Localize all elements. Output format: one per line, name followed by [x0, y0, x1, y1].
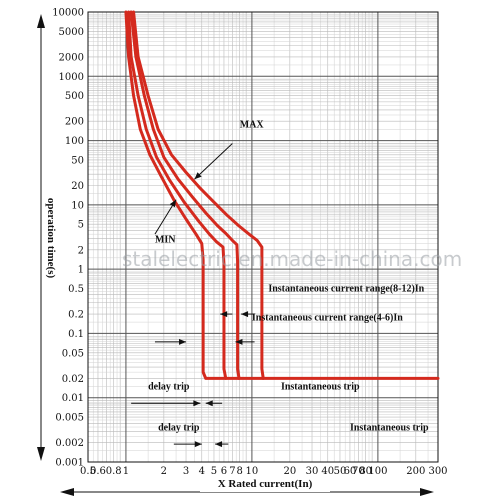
y-tick-label: 500 — [65, 91, 84, 102]
x-tick-label: 0.6 — [90, 466, 106, 477]
arrow-group — [131, 143, 255, 448]
x-tick-label: 3 — [183, 466, 189, 477]
y-tick-label: 0.2 — [68, 310, 84, 321]
pointer-arrow — [215, 441, 229, 448]
trip-curve-4 — [132, 10, 265, 380]
y-tick-label: 1 — [78, 265, 84, 276]
x-tick-label: 7 — [229, 466, 235, 477]
pointer-arrow — [220, 311, 233, 318]
pointer-arrow — [173, 441, 202, 448]
pointer-arrow — [235, 338, 255, 345]
pointer-arrow — [154, 338, 187, 345]
pointer-arrow — [241, 311, 255, 318]
y-tick-label: 10000 — [52, 8, 84, 19]
trip-curve-2 — [127, 10, 228, 380]
annotation-label: MAX — [240, 119, 265, 130]
y-tick-label: 200 — [65, 117, 84, 128]
x-tick-label: 6 — [221, 466, 227, 477]
trip-curve-1 — [124, 10, 440, 380]
plot-frame — [87, 11, 439, 463]
y-tick-label: 5000 — [59, 27, 84, 38]
y-tick-label: 0.001 — [55, 458, 84, 469]
annotation-label: Instantaneous current range(4-6)In — [252, 312, 403, 323]
series-group — [124, 10, 440, 380]
annotation-group: MAX MIN Instantaneous current range(8-12)I… — [148, 119, 429, 433]
y-tick-label: 5 — [78, 220, 84, 231]
pointer-arrow — [131, 400, 201, 407]
x-axis-label-bg — [200, 476, 330, 492]
y-tick-label: 0.01 — [62, 393, 84, 404]
annotation-label: delay trip — [158, 422, 200, 433]
annotation-label: Instantaneous current range(8-12)In — [268, 283, 424, 294]
x-tick-label: 40 — [321, 466, 334, 477]
pointer-arrow — [205, 400, 223, 407]
y-tick-label: 0.5 — [68, 284, 84, 295]
y-tick-label: 0.002 — [55, 438, 84, 449]
watermark: stalelectric.en.made-in-china.com — [122, 247, 462, 271]
x-tick-label: 0.5 — [80, 466, 96, 477]
pointer-arrow — [154, 199, 177, 235]
trip-curve-3 — [129, 10, 241, 380]
x-axis-label: X Rated current(In) — [218, 478, 313, 490]
x-tick-label: 8 — [237, 466, 243, 477]
y-tick-label: 2000 — [59, 52, 84, 63]
y-tick-label: 100 — [65, 136, 84, 147]
y-axis-label: operation time(s) — [45, 198, 57, 279]
y-axis-arrow — [37, 14, 45, 461]
y-tick-labels: 10000 5000 2000 1000 500 200 100 50 20 10 5 2 1 0.5 0.… — [52, 8, 84, 469]
x-tick-label: 2 — [161, 466, 167, 477]
x-tick-label: 70 — [352, 466, 365, 477]
x-tick-label: 1 — [123, 466, 129, 477]
pointer-arrow — [194, 143, 233, 180]
annotation-label: Instantaneous trip — [350, 422, 429, 433]
y-tick-label: 50 — [71, 155, 84, 166]
x-tick-label: 4 — [199, 466, 205, 477]
y-tick-label: 0.05 — [62, 348, 84, 359]
y-tick-label: 2 — [78, 245, 84, 256]
x-tick-label: 5 — [211, 466, 217, 477]
annotation-label: delay trip — [148, 381, 190, 392]
annotation-label: MIN — [155, 234, 176, 245]
x-tick-label: 10 — [246, 466, 259, 477]
y-tick-label: 20 — [71, 181, 84, 192]
x-tick-label: 200 — [406, 466, 425, 477]
y-tick-label: 1000 — [59, 72, 84, 83]
x-tick-label: 80 — [359, 466, 372, 477]
x-tick-label: 30 — [306, 466, 319, 477]
y-tick-label: 0.1 — [68, 329, 84, 340]
x-tick-label: 20 — [283, 466, 296, 477]
x-tick-label: 100 — [368, 466, 387, 477]
x-tick-label: 0.8 — [106, 466, 122, 477]
x-tick-label: 50 — [334, 466, 347, 477]
y-tick-label: 0.02 — [62, 374, 84, 385]
y-tick-label: 10 — [71, 200, 84, 211]
y-tick-label: 0.005 — [55, 413, 84, 424]
x-tick-label: 300 — [428, 466, 447, 477]
annotation-label: Instantaneous trip — [281, 381, 360, 392]
x-tick-label: 60 — [344, 466, 357, 477]
